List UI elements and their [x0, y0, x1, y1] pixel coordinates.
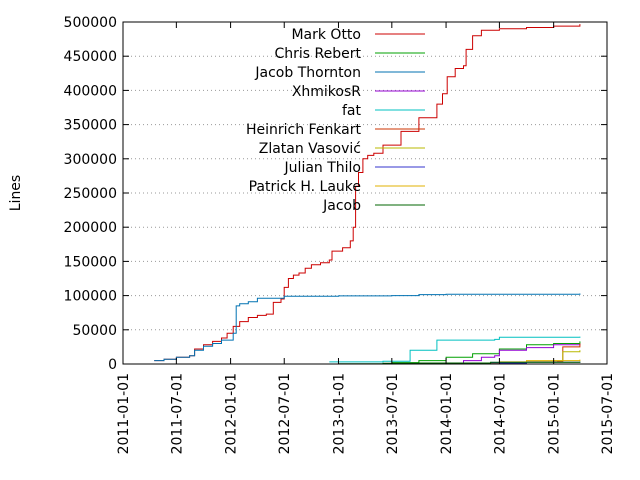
legend-label: XhmikosR [292, 84, 361, 100]
y-tick-label: 500000 [64, 15, 117, 31]
series-line [154, 24, 581, 362]
legend-label: Chris Rebert [275, 46, 362, 62]
x-tick-label: 2011-07-01 [169, 373, 185, 454]
x-tick-label: 2013-07-01 [385, 373, 401, 454]
x-tick-label: 2011-01-01 [116, 373, 132, 454]
y-tick-label: 50000 [72, 323, 117, 339]
legend-label: Jacob [322, 198, 361, 214]
x-tick-label: 2013-01-01 [331, 373, 347, 454]
x-tick-label: 2014-07-01 [492, 373, 508, 454]
y-tick-label: 450000 [64, 49, 117, 65]
x-tick-labels: 2011-01-01 2011-07-01 2012-01-01 2012-07-01… [116, 373, 616, 454]
legend-label: fat [342, 103, 362, 119]
axis-ticks [122, 21, 608, 365]
legend-label: Mark Otto [291, 27, 361, 43]
series-line [154, 293, 581, 362]
y-tick-label: 350000 [64, 118, 117, 134]
y-tick-labels: 0 50000 100000 150000 200000 250000 300000 3500… [64, 15, 117, 373]
y-tick-label: 200000 [64, 220, 117, 236]
y-tick-label: 400000 [64, 83, 117, 99]
legend-label: Zlatan Vasović [259, 141, 361, 157]
y-tick-label: 250000 [64, 186, 117, 202]
legend-label: Patrick H. Lauke [249, 179, 361, 195]
series-line [436, 343, 581, 364]
x-tick-label: 2015-07-01 [600, 373, 616, 454]
legend-label: Heinrich Fenkart [246, 122, 362, 138]
legend-label: Julian Thilo [284, 160, 361, 176]
y-tick-label: 0 [108, 357, 117, 373]
y-tick-label: 300000 [64, 152, 117, 168]
x-tick-label: 2012-07-01 [277, 373, 293, 454]
legend: Mark Otto Chris Rebert Jacob Thornton Xhmik… [246, 27, 425, 214]
x-tick-label: 2015-01-01 [547, 373, 563, 454]
legend-label: Jacob Thornton [254, 65, 361, 81]
series-line [329, 336, 581, 363]
y-tick-label: 100000 [64, 289, 117, 305]
y-tick-label: 150000 [64, 254, 117, 270]
x-tick-label: 2014-01-01 [439, 373, 455, 454]
y-axis-label: Lines [8, 175, 24, 211]
x-tick-label: 2012-01-01 [224, 373, 240, 454]
grid-lines [123, 55, 607, 331]
